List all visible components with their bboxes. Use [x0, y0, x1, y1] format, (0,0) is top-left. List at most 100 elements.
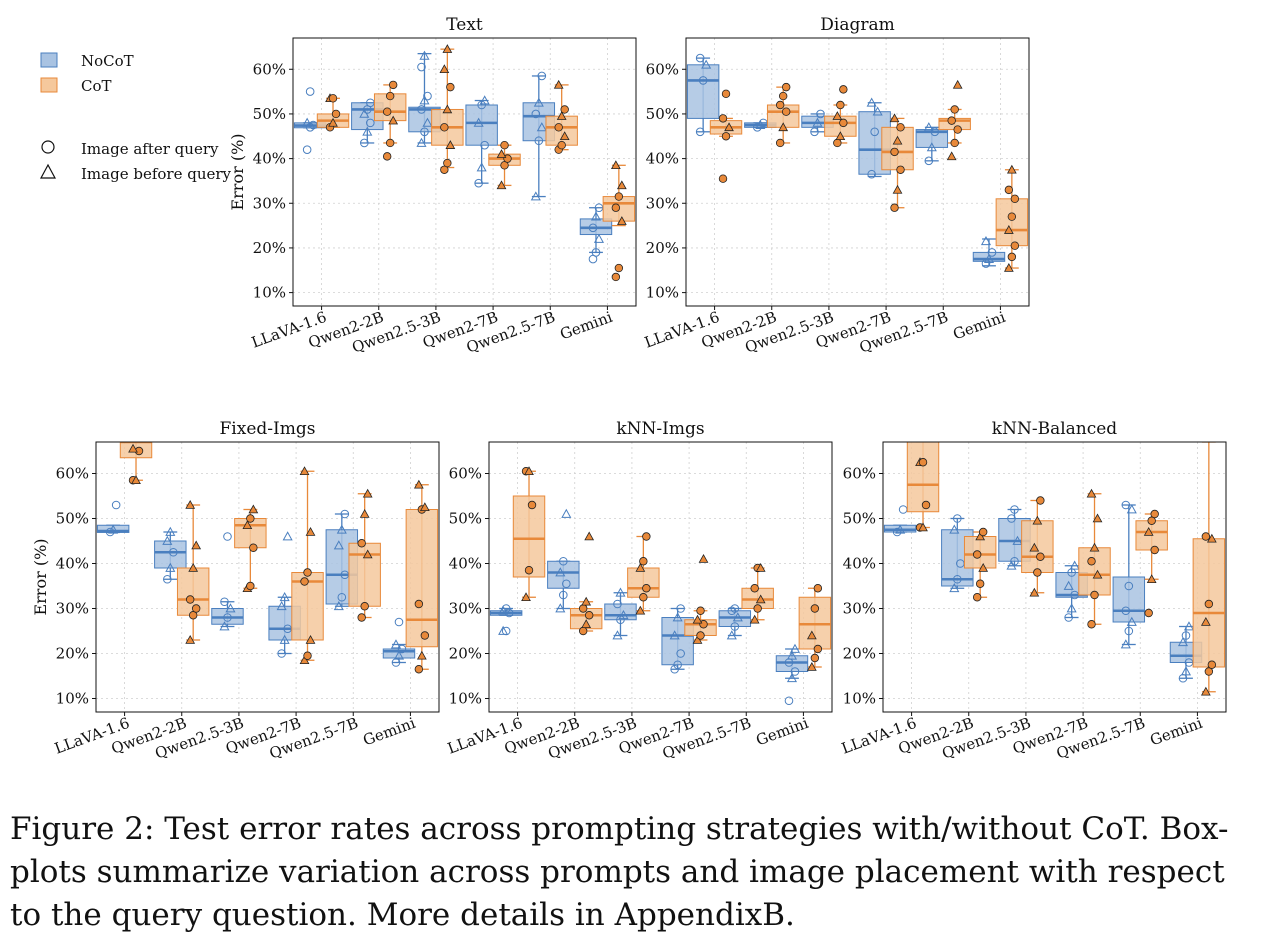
point-image-before-query	[616, 180, 627, 190]
y-tick-label: 60%	[449, 465, 482, 483]
point-image-before-query	[635, 562, 646, 572]
point-image-after-query	[303, 568, 312, 577]
point-image-before-query	[279, 592, 290, 602]
point-image-before-query	[724, 122, 734, 132]
point-image-before-query	[615, 587, 626, 597]
point-image-before-query	[422, 117, 433, 127]
point-image-before-query	[1143, 526, 1154, 536]
legend-nocot-swatch	[40, 52, 58, 68]
cot-box-llava-1-6	[512, 466, 546, 602]
point-image-after-query	[591, 248, 601, 257]
point-image-after-query	[1007, 252, 1017, 262]
point-image-after-query	[813, 584, 823, 593]
point-image-after-query	[698, 76, 708, 85]
box-iqr	[547, 560, 580, 589]
point-image-after-query	[890, 203, 899, 212]
point-image-before-query	[806, 630, 817, 640]
point-image-after-query	[972, 550, 982, 559]
point-image-after-query	[169, 547, 178, 557]
point-image-before-query	[1183, 621, 1195, 631]
point-image-before-query	[1126, 504, 1137, 514]
point-image-before-query	[590, 211, 602, 221]
point-image-after-query	[892, 527, 902, 537]
cot-box-qwen2-5-3b	[1021, 496, 1054, 597]
point-image-after-query	[414, 665, 424, 674]
point-image-before-query	[388, 115, 399, 125]
point-image-before-query	[1063, 580, 1074, 590]
point-image-after-query	[584, 611, 594, 620]
point-image-before-query	[593, 233, 605, 243]
point-image-before-query	[952, 79, 963, 89]
point-image-after-query	[537, 71, 547, 81]
point-image-before-query	[581, 619, 592, 629]
point-image-after-query	[420, 631, 430, 640]
point-image-after-query	[420, 127, 429, 137]
point-image-after-query	[721, 132, 731, 141]
box-iqr	[382, 648, 416, 659]
cot-box-qwen2-7b	[488, 140, 521, 190]
point-image-after-query	[953, 514, 962, 523]
point-image-before-query	[276, 601, 287, 611]
point-image-after-query	[1036, 496, 1045, 505]
cot-box-qwen2-5-7b	[545, 79, 578, 154]
point-image-after-query	[578, 626, 588, 636]
y-tick-label: 40%	[56, 555, 89, 573]
point-image-after-query	[397, 644, 407, 654]
point-image-after-query	[950, 138, 959, 148]
box-iqr	[1112, 576, 1146, 623]
cot-box-qwen2-5-3b	[431, 44, 464, 174]
point-image-before-query	[359, 508, 370, 518]
point-image-after-query	[890, 147, 899, 157]
point-image-after-query	[676, 604, 685, 613]
point-image-after-query	[414, 599, 424, 609]
point-image-after-query	[833, 138, 842, 148]
point-image-before-query	[726, 630, 737, 640]
point-image-before-query	[299, 466, 310, 476]
point-image-after-query	[305, 87, 315, 96]
y-tick-label: 50%	[449, 510, 482, 528]
point-image-before-query	[282, 531, 293, 541]
nocot-box-qwen2-5-7b	[915, 122, 949, 166]
point-image-before-query	[362, 126, 373, 136]
point-image-after-query	[531, 109, 541, 119]
point-image-after-query	[1007, 212, 1017, 221]
point-image-before-query	[1003, 263, 1014, 272]
nocot-box-llava-1-6	[489, 604, 523, 636]
point-image-before-query	[926, 142, 937, 152]
point-image-before-query	[445, 140, 456, 149]
point-image-before-query	[333, 540, 344, 550]
point-image-before-query	[479, 95, 490, 105]
point-image-before-query	[1200, 686, 1211, 696]
point-image-before-query	[185, 634, 196, 644]
nocot-box-gemini	[579, 203, 613, 264]
legend: NoCoT CoT Image after query Image before…	[39, 52, 232, 183]
nocot-box-qwen2-2b	[547, 508, 580, 613]
point-image-after-query	[718, 174, 728, 183]
point-image-after-query	[440, 123, 449, 132]
point-image-after-query	[784, 696, 794, 706]
chart-panel-4: 10%20%30%40%50%60%LLaVA-1.6Qwen2-2BQwen2…	[839, 419, 1227, 763]
point-image-after-query	[524, 566, 534, 575]
point-image-before-query	[1146, 574, 1157, 584]
point-image-before-query	[635, 605, 646, 615]
y-tick-label: 20%	[843, 645, 876, 663]
point-image-before-query	[165, 526, 176, 536]
point-image-after-query	[557, 140, 566, 150]
point-image-after-query	[1150, 545, 1159, 555]
point-image-after-query	[836, 100, 845, 110]
point-image-before-query	[698, 553, 709, 563]
point-image-before-query	[108, 524, 119, 534]
x-tick-label: Gemini	[951, 308, 1008, 344]
nocot-box-gemini	[972, 236, 1006, 268]
point-image-before-query	[892, 135, 903, 145]
point-image-before-query	[1180, 666, 1192, 676]
cot-box-qwen2-2b	[569, 531, 603, 636]
point-image-after-query	[1036, 552, 1045, 561]
point-image-after-query	[695, 127, 705, 137]
point-image-after-query	[366, 118, 375, 128]
point-image-after-query	[1033, 568, 1042, 577]
point-image-before-query	[333, 601, 344, 611]
point-image-after-query	[501, 626, 511, 636]
point-image-before-query	[1200, 616, 1211, 626]
y-tick-label: 30%	[56, 600, 89, 618]
